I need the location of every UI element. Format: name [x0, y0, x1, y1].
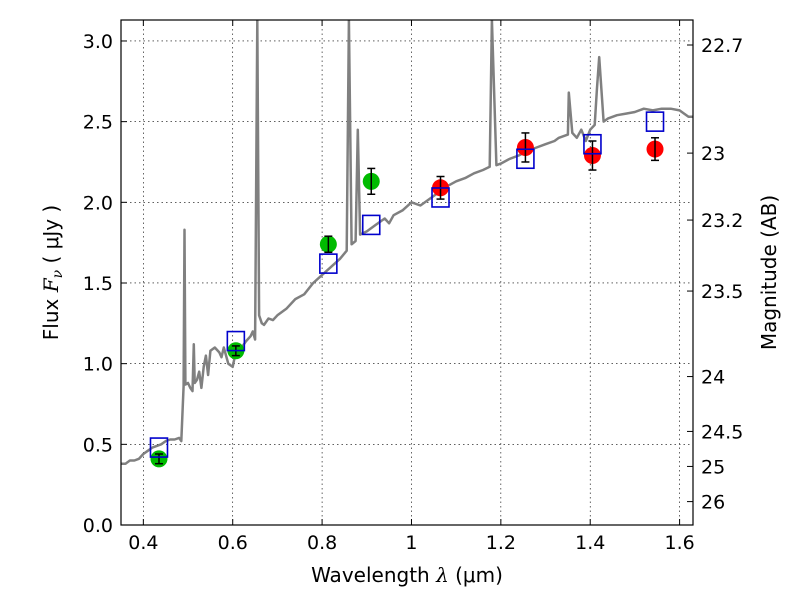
x-tick-label-0: 0.4 [128, 532, 158, 554]
y-tick-label-2: 1.0 [83, 354, 113, 376]
observed-point-1-2 [583, 140, 601, 171]
observed-point-0-2 [319, 235, 337, 254]
observed-point-1-3 [646, 137, 664, 162]
x-axis-label: Wavelength λ (μm) [311, 563, 503, 587]
model-square-0 [149, 437, 169, 458]
x-tick-label-3: 1 [405, 532, 417, 554]
y2-tick-label-6: 25 [701, 456, 725, 478]
x-tick-label-2: 0.8 [307, 532, 337, 554]
y2-tick-label-0: 22.7 [701, 35, 743, 57]
y-tick-label-6: 3.0 [83, 31, 113, 53]
axis-ticks: 0.4 0.6 0.8 1 1.2 1.4 1.6 0.0 0.5 1.0 1.5 2.0 2.5 3.0… [83, 20, 743, 554]
plot-frame [120, 19, 694, 526]
model-square-1 [226, 330, 246, 352]
x-tick-label-6: 1.6 [664, 532, 694, 554]
y2-tick-label-1: 23 [701, 143, 725, 165]
y2-axis-label: Magnitude (AB) [757, 195, 781, 350]
y-tick-label-1: 0.5 [83, 434, 113, 456]
model-spectrum-line [121, 20, 693, 465]
x-tick-label-5: 1.4 [575, 532, 605, 554]
model-square-6 [583, 133, 602, 155]
model-square-5 [516, 148, 535, 170]
y-axis-label: Flux Fν ( μJy ) [39, 205, 66, 340]
model-square-2 [319, 253, 338, 274]
y2-tick-label-2: 23.2 [701, 210, 743, 232]
model-square-3 [361, 214, 381, 236]
model-square-7 [645, 111, 665, 132]
y2-tick-label-4: 24 [701, 367, 725, 389]
y2-tick-label-7: 26 [701, 492, 725, 514]
model-spectrum [121, 20, 693, 465]
x-tick-label-4: 1.2 [486, 532, 516, 554]
model-square-4 [431, 187, 450, 208]
y-tick-label-0: 0.0 [83, 515, 113, 537]
y2-tick-label-3: 23.5 [701, 281, 743, 303]
y2-tick-label-5: 24.5 [701, 421, 743, 443]
y-tick-label-5: 2.5 [83, 112, 113, 134]
photometry-markers [149, 111, 665, 468]
observed-point-0-3 [362, 167, 380, 195]
y-tick-label-3: 1.5 [83, 273, 113, 295]
y-tick-label-4: 2.0 [83, 192, 113, 214]
observed-point-0-0 [150, 450, 168, 468]
x-tick-label-1: 0.6 [218, 532, 248, 554]
observed-point-1-1 [516, 132, 534, 163]
grid-lines [121, 20, 693, 526]
